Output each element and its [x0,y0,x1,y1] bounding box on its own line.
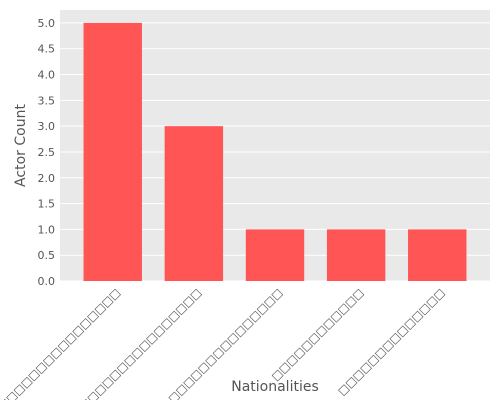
bars [83,22,467,282]
bar [326,229,386,281]
y-tick-label: 5.0 [38,17,56,30]
bar [245,229,305,281]
y-tick-label: 2.5 [38,146,56,159]
bar [83,22,142,282]
y-tick-label: 2.0 [38,172,56,185]
bar [164,126,224,282]
y-tick-label: 3.5 [38,94,56,107]
y-tick-label: 4.0 [38,69,56,82]
x-tick-label: □□□□□□□□□□□□ [269,286,366,383]
bar [408,229,467,281]
y-axis-title: Actor Count [13,104,29,187]
x-tick-labels: □□□□□□□□□□□□□□□□□□□□□□□□□□□□□□□□□□□□□□□□… [0,286,447,400]
y-tick-label: 1.5 [38,198,56,211]
y-tick-label: 0.5 [38,249,56,262]
x-axis-title: Nationalities [231,379,319,395]
y-tick-label: 1.0 [38,223,56,236]
y-tick-label: 3.0 [38,120,56,133]
y-tick-labels: 0.0 0.5 1.0 1.5 2.0 2.5 3.0 3.5 4.0 4.5 5.0 [38,17,56,288]
y-tick-label: 0.0 [38,275,56,288]
y-tick-label: 4.5 [38,43,56,56]
